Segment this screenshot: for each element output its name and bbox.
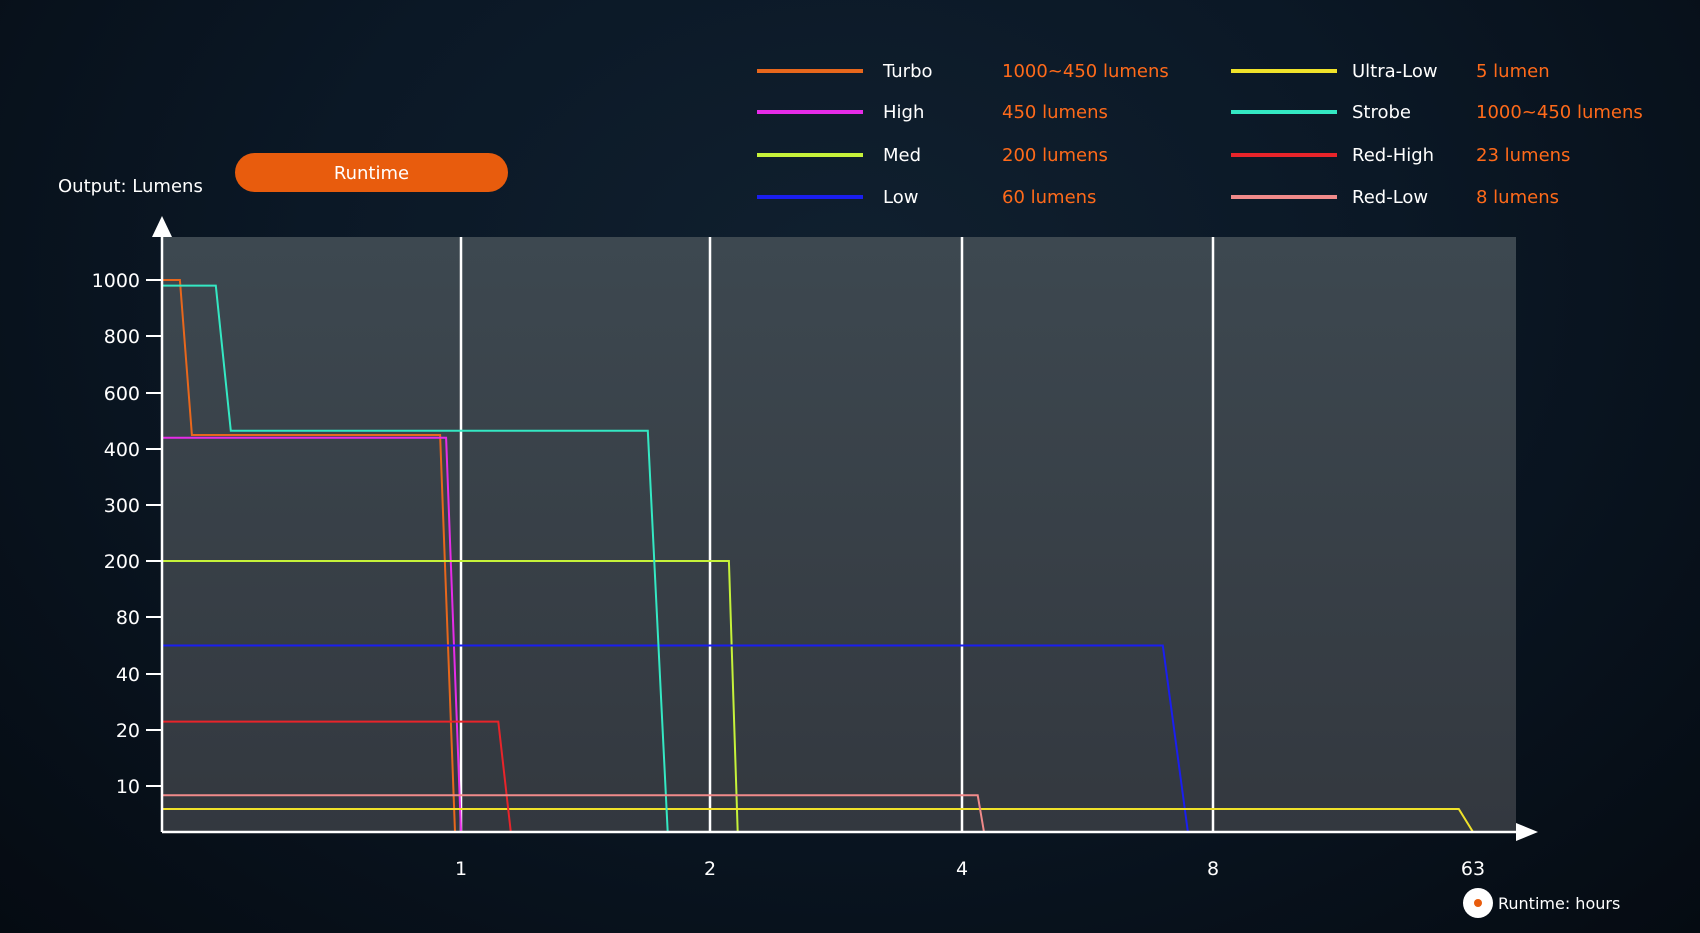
y-tick-label: 800 bbox=[104, 326, 140, 348]
y-tick-label: 20 bbox=[116, 720, 140, 742]
series-line-red-low bbox=[162, 794, 985, 833]
series-line-low bbox=[162, 644, 1189, 833]
series-line-strobe bbox=[162, 284, 669, 833]
x-tick-label: 1 bbox=[455, 858, 467, 880]
x-tick-label: 63 bbox=[1461, 858, 1485, 880]
series-line-ultra-low bbox=[162, 808, 1474, 833]
y-tick-label: 200 bbox=[104, 551, 140, 573]
runtime-button[interactable] bbox=[235, 153, 508, 192]
y-tick-label: 1000 bbox=[92, 270, 140, 292]
runtime-button-label: Runtime bbox=[334, 163, 409, 184]
x-tick-label: 4 bbox=[956, 858, 968, 880]
legend-value: 1000~450 lumens bbox=[1002, 61, 1169, 82]
legend-name: Turbo bbox=[882, 61, 933, 82]
series-line-med bbox=[162, 560, 739, 833]
y-axis-label: Output: Lumens bbox=[58, 176, 203, 197]
y-tick-label: 80 bbox=[116, 607, 140, 629]
legend-value: 450 lumens bbox=[1002, 102, 1108, 123]
legend-value: 23 lumens bbox=[1476, 145, 1570, 166]
series-lines bbox=[162, 279, 1474, 833]
legend-name: Ultra-Low bbox=[1352, 61, 1438, 82]
x-ticks: 1 2 4 8 63 bbox=[455, 858, 1485, 880]
legend-name: Red-Low bbox=[1352, 187, 1428, 208]
legend-name: High bbox=[883, 102, 924, 123]
legend-value: 1000~450 lumens bbox=[1476, 102, 1643, 123]
legend-name: Red-High bbox=[1352, 145, 1434, 166]
grid-lines bbox=[459, 237, 1215, 832]
y-axis-arrow bbox=[152, 216, 172, 237]
series-line-high bbox=[162, 436, 462, 833]
legend-value: 5 lumen bbox=[1476, 61, 1550, 82]
legend-value: 200 lumens bbox=[1002, 145, 1108, 166]
y-tick-label: 600 bbox=[104, 383, 140, 405]
legend-value: 8 lumens bbox=[1476, 187, 1559, 208]
series-line-turbo bbox=[162, 279, 456, 833]
x-axis-arrow bbox=[1516, 823, 1538, 841]
x-tick-label: 8 bbox=[1207, 858, 1219, 880]
y-tick-label: 300 bbox=[104, 495, 140, 517]
legend-value: 60 lumens bbox=[1002, 187, 1096, 208]
y-tick-label: 400 bbox=[104, 439, 140, 461]
plot-area bbox=[162, 237, 1516, 832]
legend-name: Med bbox=[883, 145, 921, 166]
legend-name: Strobe bbox=[1352, 102, 1411, 123]
y-ticks: 10 20 40 80 200 300 400 600 800 1000 bbox=[92, 270, 162, 798]
y-tick-label: 10 bbox=[116, 776, 140, 798]
axes bbox=[152, 216, 1538, 841]
legend: Turbo 1000~450 lumens High 450 lumens Med 200… bbox=[757, 61, 1643, 208]
brand-logo-dot-icon bbox=[1474, 899, 1482, 907]
x-axis-caption: Runtime: hours bbox=[1498, 894, 1620, 913]
y-tick-label: 40 bbox=[116, 664, 140, 686]
legend-name: Low bbox=[883, 187, 918, 208]
x-tick-label: 2 bbox=[704, 858, 716, 880]
